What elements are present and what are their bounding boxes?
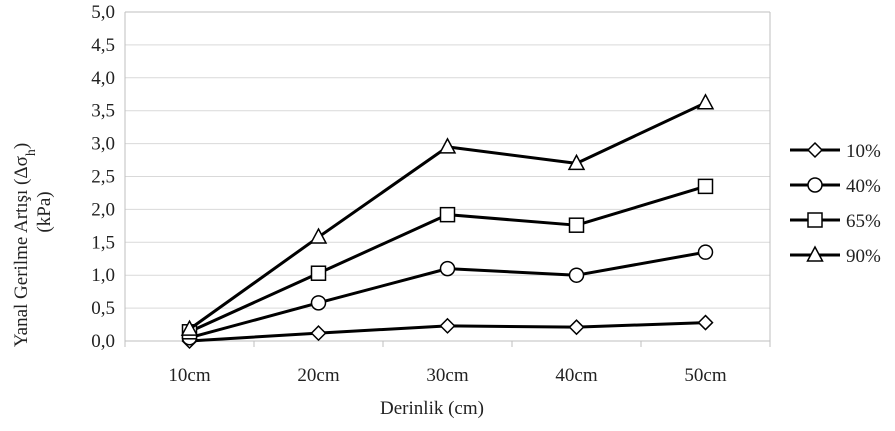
legend: 10% 40% 65% 90%: [790, 141, 881, 267]
legend-label: 65%: [846, 211, 881, 232]
series-triangle: [180, 93, 715, 336]
y-axis-title-line2: (kPa): [34, 191, 55, 232]
series-square: [181, 178, 714, 340]
y-tick-label: 4,5: [91, 35, 115, 56]
y-tick-label: 2,0: [91, 199, 115, 220]
series-diamond: [181, 314, 714, 350]
legend-marker-square: [807, 212, 823, 228]
x-tick-label: 10cm: [168, 365, 210, 386]
y-axis-title-line2-group: (kPa): [34, 191, 55, 232]
data-point-triangle: [438, 137, 457, 154]
y-tick-labels: 0,0 0,5 1,0 1,5 2,0 2,5 3,0 3,5 4,0 4,5 5,0: [91, 2, 115, 352]
data-point-square: [697, 178, 714, 195]
axes: [124, 11, 771, 347]
data-point-diamond: [439, 317, 456, 334]
data-point-triangle: [696, 93, 715, 110]
data-point-triangle: [309, 227, 328, 244]
legend-label: 10%: [846, 141, 881, 162]
legend-marker-circle: [807, 177, 823, 193]
y-axis-title-subscript: h: [24, 149, 39, 156]
data-point-circle: [568, 267, 585, 283]
legend-item: 65%: [790, 211, 881, 232]
x-tick-label: 50cm: [684, 365, 726, 386]
x-tick-label: 20cm: [297, 365, 339, 386]
x-tick-label: 40cm: [555, 365, 597, 386]
data-point-square: [439, 206, 456, 223]
legend-marker-diamond: [806, 141, 824, 159]
y-tick-label: 2,5: [91, 167, 115, 188]
legend-label: 40%: [846, 176, 881, 197]
data-point-diamond: [310, 325, 327, 342]
series-lines: [180, 93, 715, 350]
x-axis-title: Derinlik (cm): [380, 398, 484, 419]
y-axis-title-text: Yanal Gerilme Artışı (Δσ: [11, 156, 32, 347]
x-tick-labels: 10cm 20cm 30cm 40cm 50cm: [168, 365, 726, 386]
legend-marker-triangle: [806, 245, 824, 262]
legend-label: 90%: [846, 246, 881, 267]
y-axis-title-line1: Yanal Gerilme Artışı (Δσh): [11, 143, 39, 347]
data-point-circle: [439, 260, 456, 277]
y-tick-label: 1,5: [91, 232, 115, 253]
data-point-square: [568, 217, 585, 233]
data-point-circle: [697, 244, 714, 260]
y-tick-label: 3,0: [91, 134, 115, 155]
y-axis-title-line1-group: Yanal Gerilme Artışı (Δσh): [11, 143, 39, 347]
y-tick-label: 0,5: [91, 298, 115, 319]
y-tick-label: 0,0: [91, 331, 115, 352]
data-point-diamond: [568, 319, 585, 336]
y-axis-title-suffix: ): [11, 143, 32, 149]
data-point-triangle: [567, 153, 586, 171]
legend-item: 90%: [790, 245, 881, 267]
legend-item: 40%: [790, 176, 881, 197]
data-point-square: [310, 265, 327, 281]
data-point-diamond: [697, 314, 714, 331]
y-tick-label: 5,0: [91, 2, 115, 23]
legend-item: 10%: [790, 141, 881, 162]
y-tick-label: 3,5: [91, 101, 115, 122]
data-point-circle: [310, 295, 327, 311]
y-tick-label: 4,0: [91, 68, 115, 89]
y-tick-label: 1,0: [91, 265, 115, 286]
x-tick-label: 30cm: [426, 365, 468, 386]
data-point-triangle: [180, 319, 199, 336]
